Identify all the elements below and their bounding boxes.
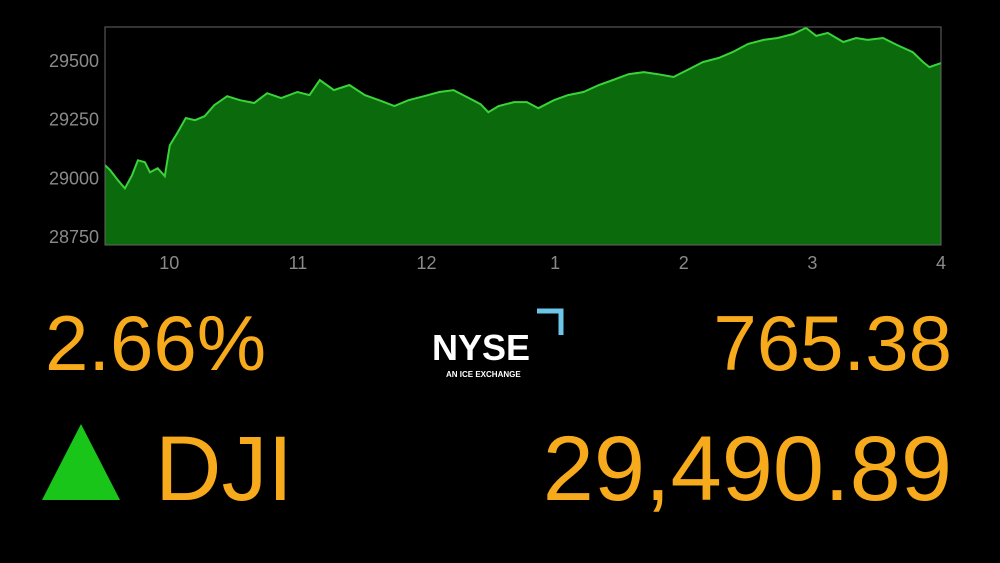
x-tick-label: 11 xyxy=(289,253,308,273)
nyse-logo: NYSE AN ICE EXCHANGE xyxy=(432,308,564,379)
plot-frame xyxy=(104,26,942,246)
x-tick-label: 10 xyxy=(159,253,179,273)
logo-tagline: AN ICE EXCHANGE xyxy=(446,370,521,379)
y-tick-label: 29250 xyxy=(49,110,99,130)
x-tick-label: 12 xyxy=(417,253,437,273)
y-tick-label: 29500 xyxy=(49,51,99,71)
percent-change: 2.66% xyxy=(45,299,266,387)
x-tick-label: 4 xyxy=(936,253,946,273)
point-change: 765.38 xyxy=(713,299,952,387)
logo-bracket xyxy=(537,308,564,335)
price: 29,490.89 xyxy=(543,418,952,520)
y-tick-label: 29000 xyxy=(49,168,99,188)
area-line xyxy=(104,26,942,191)
y-tick-label: 28750 xyxy=(49,227,99,247)
up-arrow xyxy=(42,424,120,500)
x-tick-label: 2 xyxy=(679,253,689,273)
area xyxy=(105,27,941,246)
x-tick-label: 1 xyxy=(550,253,560,273)
x-tick-label: 3 xyxy=(807,253,817,273)
logo-name: NYSE xyxy=(432,327,530,368)
symbol: DJI xyxy=(155,418,293,520)
